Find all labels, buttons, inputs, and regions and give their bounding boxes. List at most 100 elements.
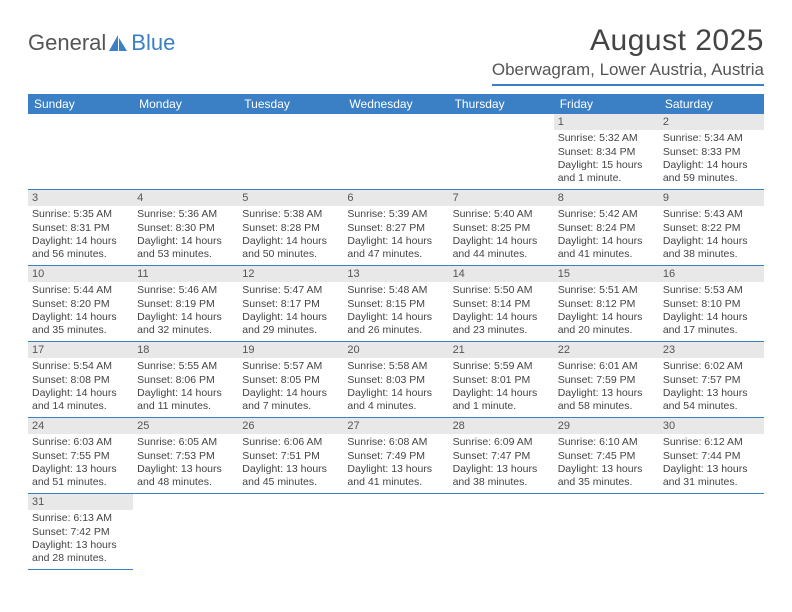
day-cell: 9Sunrise: 5:43 AMSunset: 8:22 PMDaylight…: [659, 190, 764, 266]
day-number: 24: [28, 418, 133, 434]
day-number: 5: [238, 190, 343, 206]
day-number: 19: [238, 342, 343, 358]
sunset-line: Sunset: 7:59 PM: [558, 374, 655, 387]
daylight-line: Daylight: 13 hours and 28 minutes.: [32, 539, 129, 566]
day-cell: 17Sunrise: 5:54 AMSunset: 8:08 PMDayligh…: [28, 342, 133, 418]
daylight-line: Daylight: 14 hours and 11 minutes.: [137, 387, 234, 414]
day-number: 20: [343, 342, 448, 358]
sunset-line: Sunset: 8:19 PM: [137, 298, 234, 311]
day-number: 23: [659, 342, 764, 358]
sunrise-line: Sunrise: 6:06 AM: [242, 436, 339, 449]
day-cell: 23Sunrise: 6:02 AMSunset: 7:57 PMDayligh…: [659, 342, 764, 418]
day-cell: 25Sunrise: 6:05 AMSunset: 7:53 PMDayligh…: [133, 418, 238, 494]
day-number: 10: [28, 266, 133, 282]
day-number: 18: [133, 342, 238, 358]
day-number: 12: [238, 266, 343, 282]
sunrise-line: Sunrise: 5:58 AM: [347, 360, 444, 373]
sunset-line: Sunset: 8:12 PM: [558, 298, 655, 311]
day-number: 22: [554, 342, 659, 358]
daylight-line: Daylight: 14 hours and 7 minutes.: [242, 387, 339, 414]
daylight-line: Daylight: 14 hours and 29 minutes.: [242, 311, 339, 338]
logo-text-1: General: [28, 30, 106, 56]
sunset-line: Sunset: 7:55 PM: [32, 450, 129, 463]
daylight-line: Daylight: 14 hours and 20 minutes.: [558, 311, 655, 338]
day-cell: 31Sunrise: 6:13 AMSunset: 7:42 PMDayligh…: [28, 494, 133, 570]
sunrise-line: Sunrise: 5:47 AM: [242, 284, 339, 297]
sunset-line: Sunset: 8:15 PM: [347, 298, 444, 311]
sunset-line: Sunset: 8:08 PM: [32, 374, 129, 387]
daylight-line: Daylight: 14 hours and 1 minute.: [453, 387, 550, 414]
sunrise-line: Sunrise: 5:39 AM: [347, 208, 444, 221]
sunrise-line: Sunrise: 5:48 AM: [347, 284, 444, 297]
calendar-page: General Blue August 2025 Oberwagram, Low…: [0, 0, 792, 594]
daylight-line: Daylight: 13 hours and 51 minutes.: [32, 463, 129, 490]
day-cell: 19Sunrise: 5:57 AMSunset: 8:05 PMDayligh…: [238, 342, 343, 418]
month-title: August 2025: [492, 24, 764, 58]
day-number: 16: [659, 266, 764, 282]
day-cell: 15Sunrise: 5:51 AMSunset: 8:12 PMDayligh…: [554, 266, 659, 342]
sunrise-line: Sunrise: 5:43 AM: [663, 208, 760, 221]
sunset-line: Sunset: 8:06 PM: [137, 374, 234, 387]
sunrise-line: Sunrise: 5:34 AM: [663, 132, 760, 145]
daylight-line: Daylight: 13 hours and 45 minutes.: [242, 463, 339, 490]
sunrise-line: Sunrise: 5:44 AM: [32, 284, 129, 297]
daylight-line: Daylight: 13 hours and 48 minutes.: [137, 463, 234, 490]
day-cell: 10Sunrise: 5:44 AMSunset: 8:20 PMDayligh…: [28, 266, 133, 342]
daylight-line: Daylight: 15 hours and 1 minute.: [558, 159, 655, 186]
calendar-body: 1Sunrise: 5:32 AMSunset: 8:34 PMDaylight…: [28, 114, 764, 570]
day-number: 26: [238, 418, 343, 434]
sunset-line: Sunset: 8:31 PM: [32, 222, 129, 235]
day-number: 13: [343, 266, 448, 282]
day-number: 29: [554, 418, 659, 434]
weekday-header: Monday: [133, 94, 238, 114]
daylight-line: Daylight: 14 hours and 17 minutes.: [663, 311, 760, 338]
day-number: 21: [449, 342, 554, 358]
daylight-line: Daylight: 14 hours and 56 minutes.: [32, 235, 129, 262]
day-number: 3: [28, 190, 133, 206]
sunrise-line: Sunrise: 6:01 AM: [558, 360, 655, 373]
daylight-line: Daylight: 14 hours and 59 minutes.: [663, 159, 760, 186]
sunset-line: Sunset: 7:57 PM: [663, 374, 760, 387]
day-number: 8: [554, 190, 659, 206]
sunrise-line: Sunrise: 5:42 AM: [558, 208, 655, 221]
day-cell: 24 Sunrise: 6:03 AMSunset: 7:55 PMDayligh…: [28, 418, 133, 494]
daylight-line: Daylight: 14 hours and 14 minutes.: [32, 387, 129, 414]
daylight-line: Daylight: 14 hours and 47 minutes.: [347, 235, 444, 262]
daylight-line: Daylight: 13 hours and 31 minutes.: [663, 463, 760, 490]
sunset-line: Sunset: 7:47 PM: [453, 450, 550, 463]
day-number: 2: [659, 114, 764, 130]
day-cell: 11Sunrise: 5:46 AMSunset: 8:19 PMDayligh…: [133, 266, 238, 342]
empty-cell: [343, 114, 448, 190]
daylight-line: Daylight: 13 hours and 38 minutes.: [453, 463, 550, 490]
empty-cell: [133, 114, 238, 190]
sunrise-line: Sunrise: 5:36 AM: [137, 208, 234, 221]
weekday-header: Saturday: [659, 94, 764, 114]
daylight-line: Daylight: 14 hours and 32 minutes.: [137, 311, 234, 338]
sail-icon: [107, 33, 129, 53]
day-cell: 22Sunrise: 6:01 AMSunset: 7:59 PMDayligh…: [554, 342, 659, 418]
sunset-line: Sunset: 8:30 PM: [137, 222, 234, 235]
daylight-line: Daylight: 13 hours and 41 minutes.: [347, 463, 444, 490]
sunrise-line: Sunrise: 6:05 AM: [137, 436, 234, 449]
day-cell: 18Sunrise: 5:55 AMSunset: 8:06 PMDayligh…: [133, 342, 238, 418]
weekday-header: Friday: [554, 94, 659, 114]
sunset-line: Sunset: 8:17 PM: [242, 298, 339, 311]
sunset-line: Sunset: 8:03 PM: [347, 374, 444, 387]
sunset-line: Sunset: 7:53 PM: [137, 450, 234, 463]
day-number: 9: [659, 190, 764, 206]
sunrise-line: Sunrise: 6:10 AM: [558, 436, 655, 449]
daylight-line: Daylight: 14 hours and 41 minutes.: [558, 235, 655, 262]
title-block: August 2025 Oberwagram, Lower Austria, A…: [492, 24, 764, 86]
sunrise-line: Sunrise: 5:59 AM: [453, 360, 550, 373]
sunset-line: Sunset: 8:28 PM: [242, 222, 339, 235]
sunrise-line: Sunrise: 5:40 AM: [453, 208, 550, 221]
sunset-line: Sunset: 8:01 PM: [453, 374, 550, 387]
day-number: 15: [554, 266, 659, 282]
sunset-line: Sunset: 7:51 PM: [242, 450, 339, 463]
day-cell: 6Sunrise: 5:39 AMSunset: 8:27 PMDaylight…: [343, 190, 448, 266]
day-cell: 27Sunrise: 6:08 AMSunset: 7:49 PMDayligh…: [343, 418, 448, 494]
sunrise-line: Sunrise: 5:38 AM: [242, 208, 339, 221]
day-cell: 29Sunrise: 6:10 AMSunset: 7:45 PMDayligh…: [554, 418, 659, 494]
sunset-line: Sunset: 8:33 PM: [663, 146, 760, 159]
sunrise-line: Sunrise: 6:03 AM: [32, 436, 129, 449]
